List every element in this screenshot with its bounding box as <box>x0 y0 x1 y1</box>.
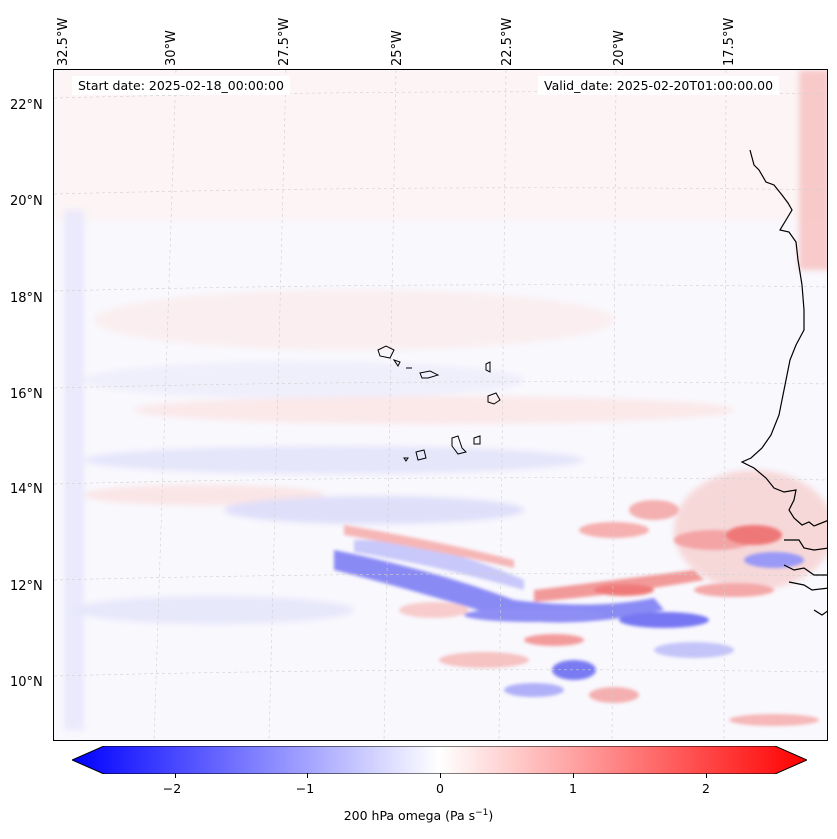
map-panel <box>53 69 828 741</box>
colorbar-tick-label: 1 <box>569 781 577 796</box>
lat-label-16n: 16°N <box>10 387 43 402</box>
colorbar-tickmark <box>307 773 308 778</box>
colorbar <box>70 745 809 775</box>
colorbar-tickmark <box>440 773 441 778</box>
valid-date-label: Valid_date: 2025-02-20T01:00:00.00 <box>538 76 780 95</box>
lon-label-22-5w: 22.5°W <box>500 17 515 66</box>
colorbar-label-text: 200 hPa omega (Pa s <box>343 808 476 824</box>
colorbar-tickmark <box>175 773 176 778</box>
lon-label-30w: 30°W <box>164 30 179 66</box>
colorbar-tick-label: 0 <box>436 781 444 796</box>
colorbar-label-exponent: −1 <box>475 808 489 818</box>
lat-label-14n: 14°N <box>10 482 43 497</box>
colorbar-label: 200 hPa omega (Pa s−1) <box>0 808 837 823</box>
strong-field-features <box>334 500 819 726</box>
lon-label-20w: 20°W <box>612 30 627 66</box>
graticule <box>54 70 827 740</box>
lat-label-20n: 20°N <box>10 194 43 209</box>
colorbar-tick-label: −1 <box>295 781 315 796</box>
colorbar-tick-label: −2 <box>162 781 182 796</box>
omega-field-map <box>54 70 827 740</box>
lon-label-17-5w: 17.5°W <box>722 17 737 66</box>
lat-label-18n: 18°N <box>10 291 43 306</box>
coastline <box>740 149 827 616</box>
cape-verde-islands <box>377 345 501 462</box>
lon-label-25w: 25°W <box>390 30 405 66</box>
colorbar-tick-label: 2 <box>702 781 710 796</box>
colorbar-graphic <box>70 745 809 775</box>
colorbar-label-close: ) <box>488 808 494 824</box>
lon-label-32-5w: 32.5°W <box>56 17 71 66</box>
colorbar-tickmark <box>706 773 707 778</box>
lat-label-12n: 12°N <box>10 579 43 594</box>
start-date-label: Start date: 2025-02-18_00:00:00 <box>72 76 290 95</box>
lat-label-22n: 22°N <box>10 98 43 113</box>
colorbar-tickmark <box>573 773 574 778</box>
lon-label-27-5w: 27.5°W <box>277 17 292 66</box>
lat-label-10n: 10°N <box>10 675 43 690</box>
